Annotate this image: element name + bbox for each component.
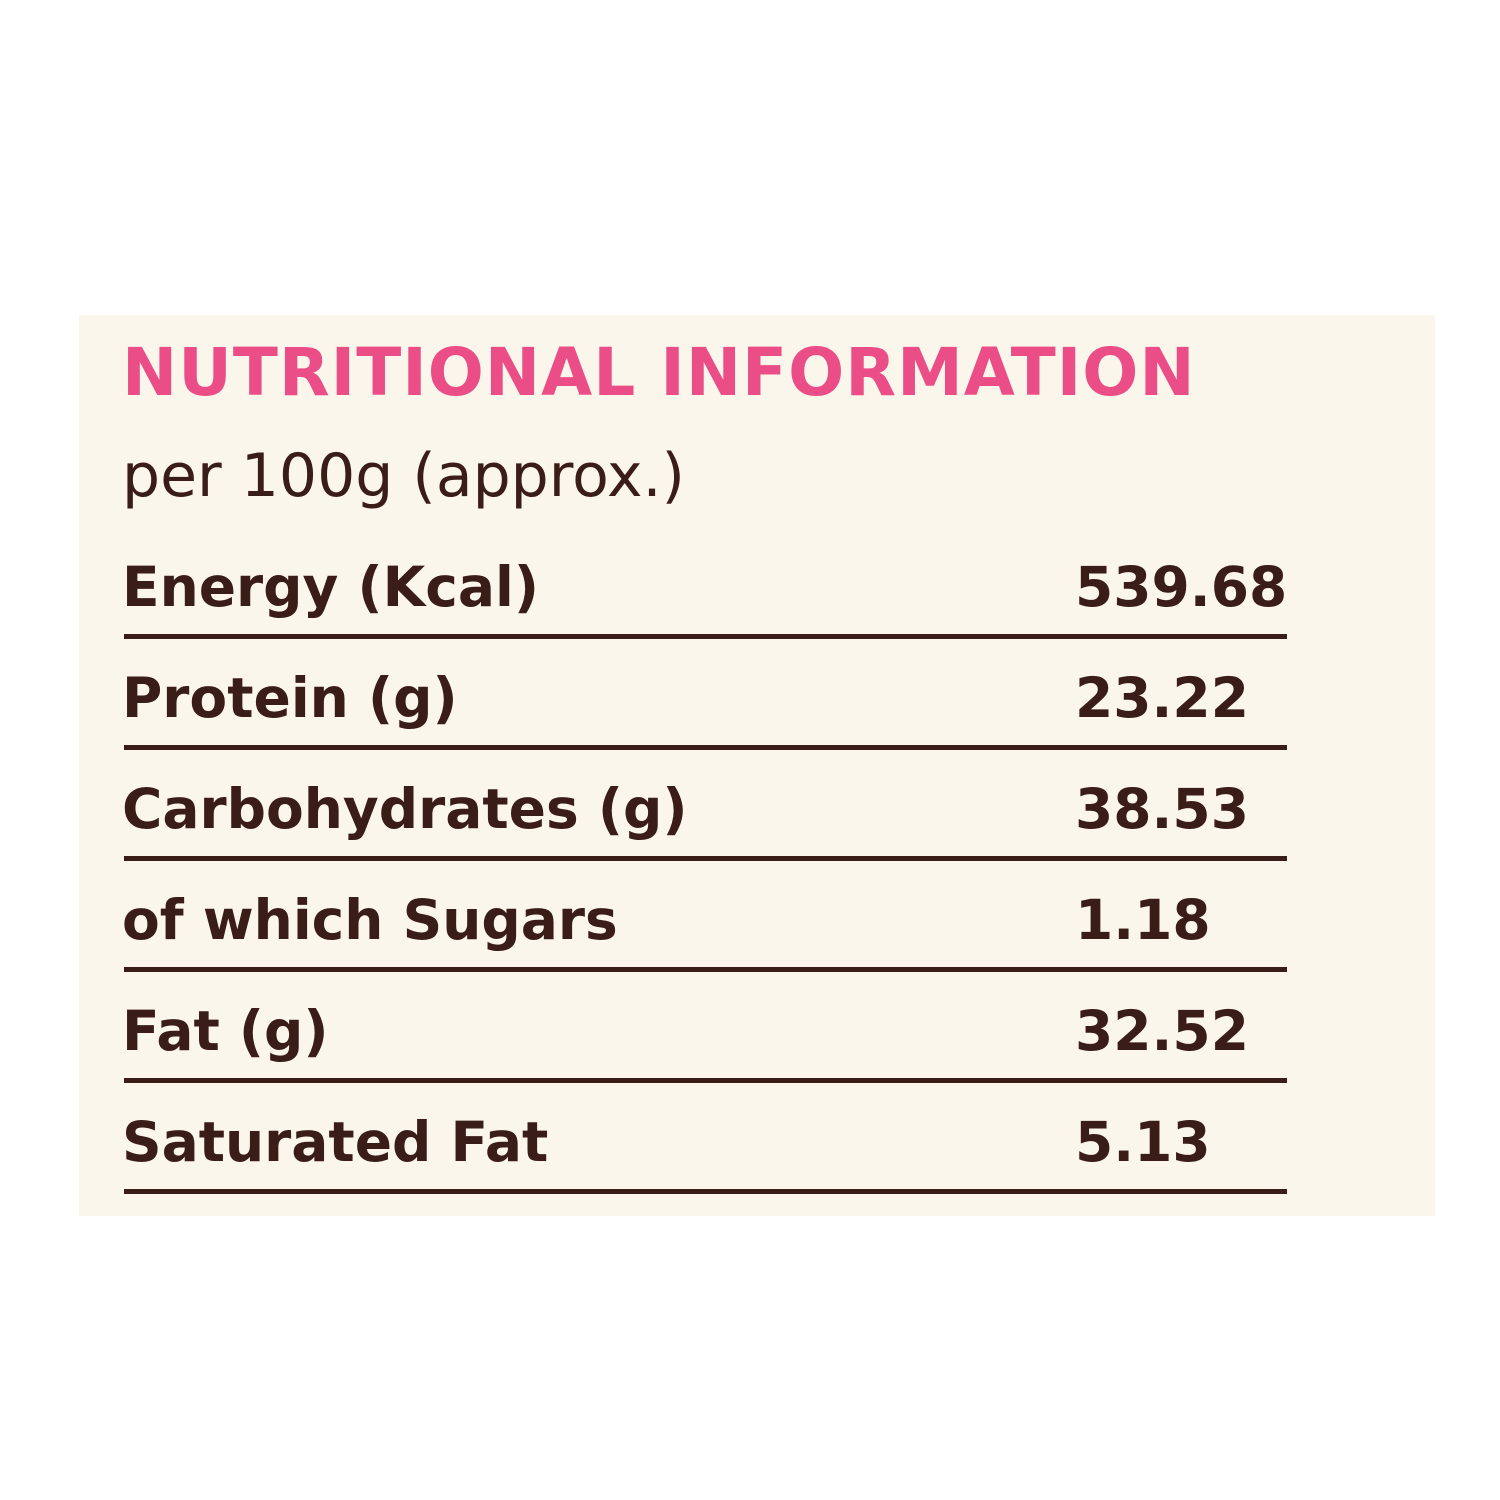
nutrition-row-protein: Protein (g) 23.22 xyxy=(122,638,1287,750)
row-divider xyxy=(124,1189,1287,1194)
row-divider xyxy=(124,634,1287,639)
serving-size-subtitle: per 100g (approx.) xyxy=(122,441,685,511)
nutrient-label: Fat (g) xyxy=(122,999,329,1063)
row-divider xyxy=(124,856,1287,861)
nutrition-row-sugars: of which Sugars 1.18 xyxy=(122,860,1287,972)
nutrient-label: Protein (g) xyxy=(122,666,458,730)
row-divider xyxy=(124,967,1287,972)
nutrient-value: 38.53 xyxy=(1075,777,1249,841)
nutrient-value: 32.52 xyxy=(1075,999,1249,1063)
nutrition-panel: NUTRITIONAL INFORMATION per 100g (approx… xyxy=(79,315,1435,1216)
nutrition-row-fat: Fat (g) 32.52 xyxy=(122,971,1287,1083)
nutrient-value: 539.68 xyxy=(1075,555,1288,619)
nutrient-value: 1.18 xyxy=(1075,888,1211,952)
nutrient-value: 5.13 xyxy=(1075,1110,1211,1174)
nutrient-label: Carbohydrates (g) xyxy=(122,777,688,841)
nutrient-label: Saturated Fat xyxy=(122,1110,549,1174)
row-divider xyxy=(124,1078,1287,1083)
nutrition-row-carbohydrates: Carbohydrates (g) 38.53 xyxy=(122,749,1287,861)
nutrition-table: Energy (Kcal) 539.68 Protein (g) 23.22 C… xyxy=(122,527,1288,1194)
nutrient-label: of which Sugars xyxy=(122,888,618,952)
nutrition-row-energy: Energy (Kcal) 539.68 xyxy=(122,527,1288,639)
nutrition-title: NUTRITIONAL INFORMATION xyxy=(122,334,1196,411)
nutrient-label: Energy (Kcal) xyxy=(122,555,539,619)
nutrition-row-saturated-fat: Saturated Fat 5.13 xyxy=(122,1082,1287,1194)
row-divider xyxy=(124,745,1287,750)
nutrient-value: 23.22 xyxy=(1075,666,1249,730)
